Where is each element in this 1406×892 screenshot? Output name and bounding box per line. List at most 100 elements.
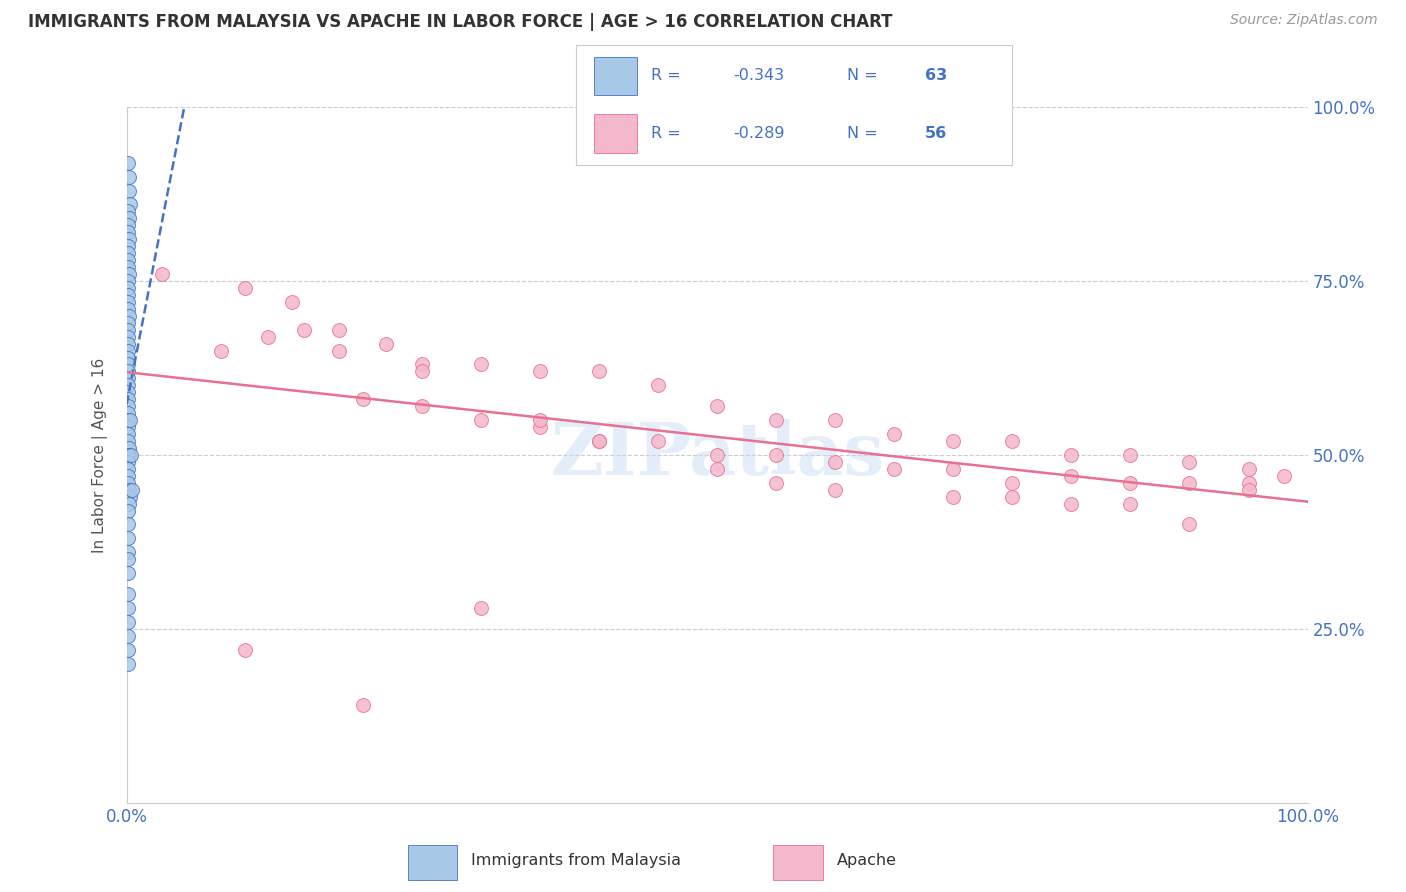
Point [529,420,551,434]
Point [121,483,143,497]
Point [588,434,610,448]
Point [117,406,139,420]
Point [942,462,965,476]
Point [117,427,139,442]
Point [233,642,256,657]
Point [883,427,905,442]
Point [117,587,139,601]
Point [1001,434,1024,448]
Text: IMMIGRANTS FROM MALAYSIA VS APACHE IN LABOR FORCE | AGE > 16 CORRELATION CHART: IMMIGRANTS FROM MALAYSIA VS APACHE IN LA… [28,13,893,31]
Point [117,204,139,219]
Point [117,399,139,413]
Point [470,601,492,615]
Point [117,225,139,239]
Point [824,483,846,497]
Point [118,309,141,323]
Point [117,448,139,462]
Point [117,392,139,407]
Point [117,462,139,476]
Point [117,323,139,337]
Point [117,316,139,330]
Point [588,364,610,378]
Text: -0.289: -0.289 [734,126,785,141]
Point [765,475,787,490]
Point [117,552,139,566]
Point [1178,475,1201,490]
Bar [593,57,637,95]
Point [117,434,139,448]
Point [117,336,139,351]
Point [1060,468,1083,483]
Point [118,232,141,246]
Point [824,413,846,427]
Point [411,399,433,413]
Point [118,169,141,184]
Point [1237,483,1260,497]
Point [118,184,141,198]
Point [118,497,141,511]
Point [1237,475,1260,490]
Point [1001,475,1024,490]
Point [529,413,551,427]
Point [706,399,728,413]
Text: R =: R = [651,126,686,141]
Point [706,448,728,462]
Text: 56: 56 [925,126,948,141]
Point [117,343,139,358]
Point [257,329,280,343]
Text: 63: 63 [925,69,948,84]
Point [1119,497,1142,511]
Point [281,294,304,309]
Point [117,503,139,517]
Point [1119,475,1142,490]
Point [117,475,139,490]
Text: R =: R = [651,69,686,84]
Point [117,288,139,302]
Point [120,490,142,504]
Text: Immigrants from Malaysia: Immigrants from Malaysia [471,854,681,868]
Point [117,601,139,615]
Point [470,413,492,427]
Point [117,246,139,260]
Point [117,455,139,469]
Point [117,413,139,427]
Point [117,155,139,169]
Text: Apache: Apache [837,854,897,868]
Point [120,448,142,462]
Point [118,441,141,455]
Point [647,378,669,392]
Point [117,253,139,268]
Point [117,239,139,253]
Point [117,329,139,343]
Point [1272,468,1295,483]
Point [117,219,139,233]
Text: N =: N = [846,126,883,141]
Point [352,698,374,713]
Point [118,211,141,226]
Bar [773,845,823,880]
Point [1060,448,1083,462]
Point [118,483,141,497]
Point [117,274,139,288]
Point [117,385,139,400]
Point [117,371,139,385]
Point [117,358,139,372]
Point [411,358,433,372]
Point [942,490,965,504]
Point [942,434,965,448]
Point [117,545,139,559]
Point [150,267,173,281]
Point [117,294,139,309]
Point [470,358,492,372]
Point [1119,448,1142,462]
Bar [408,845,457,880]
Point [117,420,139,434]
Point [411,364,433,378]
Point [117,260,139,274]
Point [117,281,139,295]
Y-axis label: In Labor Force | Age > 16: In Labor Force | Age > 16 [91,358,108,552]
Point [328,323,350,337]
Point [118,448,141,462]
Text: -0.343: -0.343 [734,69,785,84]
Point [117,301,139,316]
